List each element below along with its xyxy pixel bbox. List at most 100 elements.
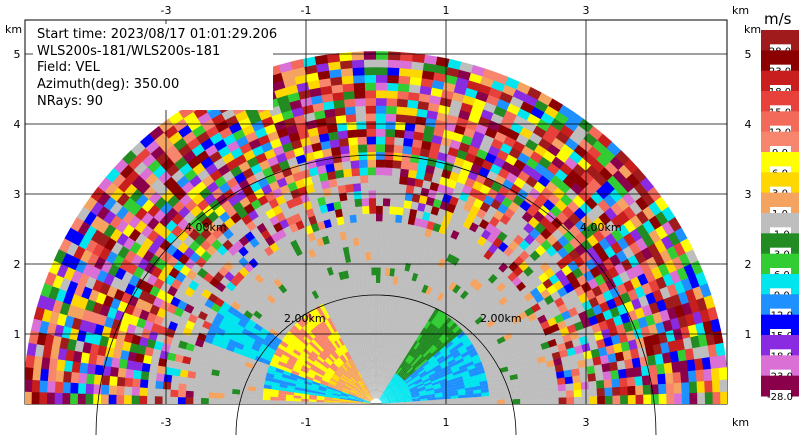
velocity-cell [687,370,698,383]
velocity-cell [170,337,181,348]
velocity-cell [533,99,549,113]
velocity-cell [388,322,394,331]
velocity-cell [364,74,376,83]
velocity-cell [93,323,105,336]
velocity-cell [344,343,350,352]
velocity-cell [327,209,337,220]
velocity-cell [235,135,249,148]
velocity-cell [390,382,398,390]
velocity-cell [285,397,294,402]
velocity-cell [152,234,166,247]
velocity-cell [148,191,162,205]
velocity-cell [662,319,674,332]
velocity-cell [40,283,53,298]
velocity-cell [481,395,490,401]
velocity-cell [625,329,637,342]
velocity-cell [254,391,264,397]
velocity-cell [535,392,544,399]
velocity-cell [550,384,559,392]
velocity-cell [225,176,239,189]
velocity-cell [332,373,341,380]
velocity-cell [352,268,359,278]
y-tick-label-right: 5 [745,48,752,61]
velocity-cell [264,319,275,329]
velocity-cell [344,105,356,116]
velocity-cell [447,343,456,351]
velocity-cell [430,86,443,98]
velocity-cell [400,384,409,390]
velocity-cell [387,392,395,398]
velocity-cell [487,382,497,389]
velocity-cell [217,376,227,383]
velocity-cell [383,386,389,394]
velocity-cell [371,382,374,391]
velocity-cell [379,393,386,400]
velocity-cell [415,273,423,283]
velocity-cell [362,205,370,215]
velocity-cell [404,318,411,328]
velocity-cell [333,161,344,171]
colorbar-tick-box [770,125,791,138]
velocity-cell [546,143,561,157]
velocity-cell [493,372,503,379]
velocity-cell [422,328,430,338]
velocity-cell [357,275,364,285]
velocity-cell [658,383,667,395]
velocity-cell [213,138,227,152]
velocity-cell [387,59,401,69]
velocity-cell [395,376,402,384]
velocity-cell [296,299,305,309]
velocity-cell [164,231,178,245]
velocity-cell [482,327,493,336]
velocity-cell [346,128,358,139]
velocity-cell [412,313,420,323]
velocity-cell [323,398,333,401]
velocity-cell [605,344,616,355]
velocity-cell [380,383,385,392]
velocity-cell [331,224,340,235]
velocity-cell [378,359,381,368]
velocity-cell [645,344,656,357]
velocity-cell [509,121,524,134]
velocity-cell [634,375,644,386]
velocity-cell [340,336,347,345]
velocity-cell [427,102,440,113]
velocity-cell [479,380,489,386]
velocity-cell [324,391,334,395]
velocity-cell [559,162,574,176]
velocity-cell [555,149,570,163]
velocity-cell [254,395,263,401]
velocity-cell [339,145,350,155]
velocity-cell [565,383,575,391]
velocity-cell [307,248,317,259]
velocity-cell [321,377,330,383]
velocity-cell [355,346,360,356]
velocity-cell [276,317,286,327]
velocity-cell [290,369,300,376]
velocity-cell [454,354,464,362]
velocity-cell [327,344,335,353]
velocity-cell [337,223,346,233]
velocity-cell [227,320,238,330]
velocity-cell [384,313,389,323]
velocity-cell [348,393,357,397]
velocity-cell [382,376,387,385]
velocity-cell [449,321,459,331]
velocity-cell [413,217,423,227]
velocity-cell [163,144,179,159]
velocity-cell [112,254,125,268]
velocity-cell [291,367,301,374]
velocity-cell [376,351,378,360]
velocity-cell [354,382,362,390]
velocity-cell [314,156,326,167]
velocity-cell [328,177,338,188]
velocity-cell [609,361,619,372]
velocity-cell [465,305,475,315]
velocity-cell [377,382,379,391]
velocity-cell [194,316,205,327]
velocity-cell [345,382,353,388]
velocity-cell [346,403,355,404]
velocity-cell [355,338,360,348]
velocity-cell [378,391,384,400]
velocity-cell [554,168,569,182]
